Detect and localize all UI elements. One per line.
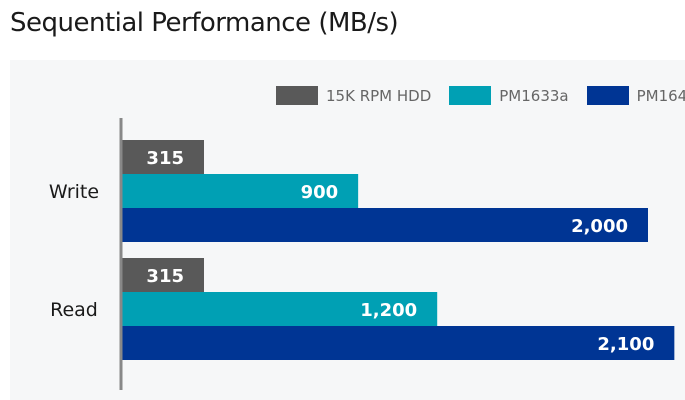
bar (121, 174, 359, 208)
legend: 15K RPM HDD PM1633a PM164 (276, 86, 685, 105)
data-label: 2,000 (571, 216, 628, 237)
data-label: 315 (146, 148, 184, 169)
bar (121, 258, 205, 292)
bar (121, 292, 438, 326)
bar (121, 208, 648, 242)
legend-swatch (449, 86, 492, 105)
data-label: 2,100 (597, 334, 654, 355)
legend-label: 15K RPM HDD (326, 86, 432, 105)
data-label: 1,200 (360, 300, 417, 321)
legend-label: PM164 (636, 86, 685, 105)
bar (121, 140, 205, 174)
legend-item: PM164 (586, 86, 685, 105)
legend-swatch (586, 86, 629, 105)
chart-title: Sequential Performance (MB/s) (10, 8, 399, 38)
category-label: Read (50, 299, 98, 321)
legend-label: PM1633a (499, 86, 569, 105)
data-label: 315 (146, 266, 184, 287)
legend-swatch (276, 86, 318, 105)
legend-item: PM1633a (449, 86, 569, 105)
category-label: Write (49, 181, 99, 203)
data-label: 900 (301, 182, 339, 203)
legend-item: 15K RPM HDD (276, 86, 431, 105)
bar (121, 326, 675, 360)
